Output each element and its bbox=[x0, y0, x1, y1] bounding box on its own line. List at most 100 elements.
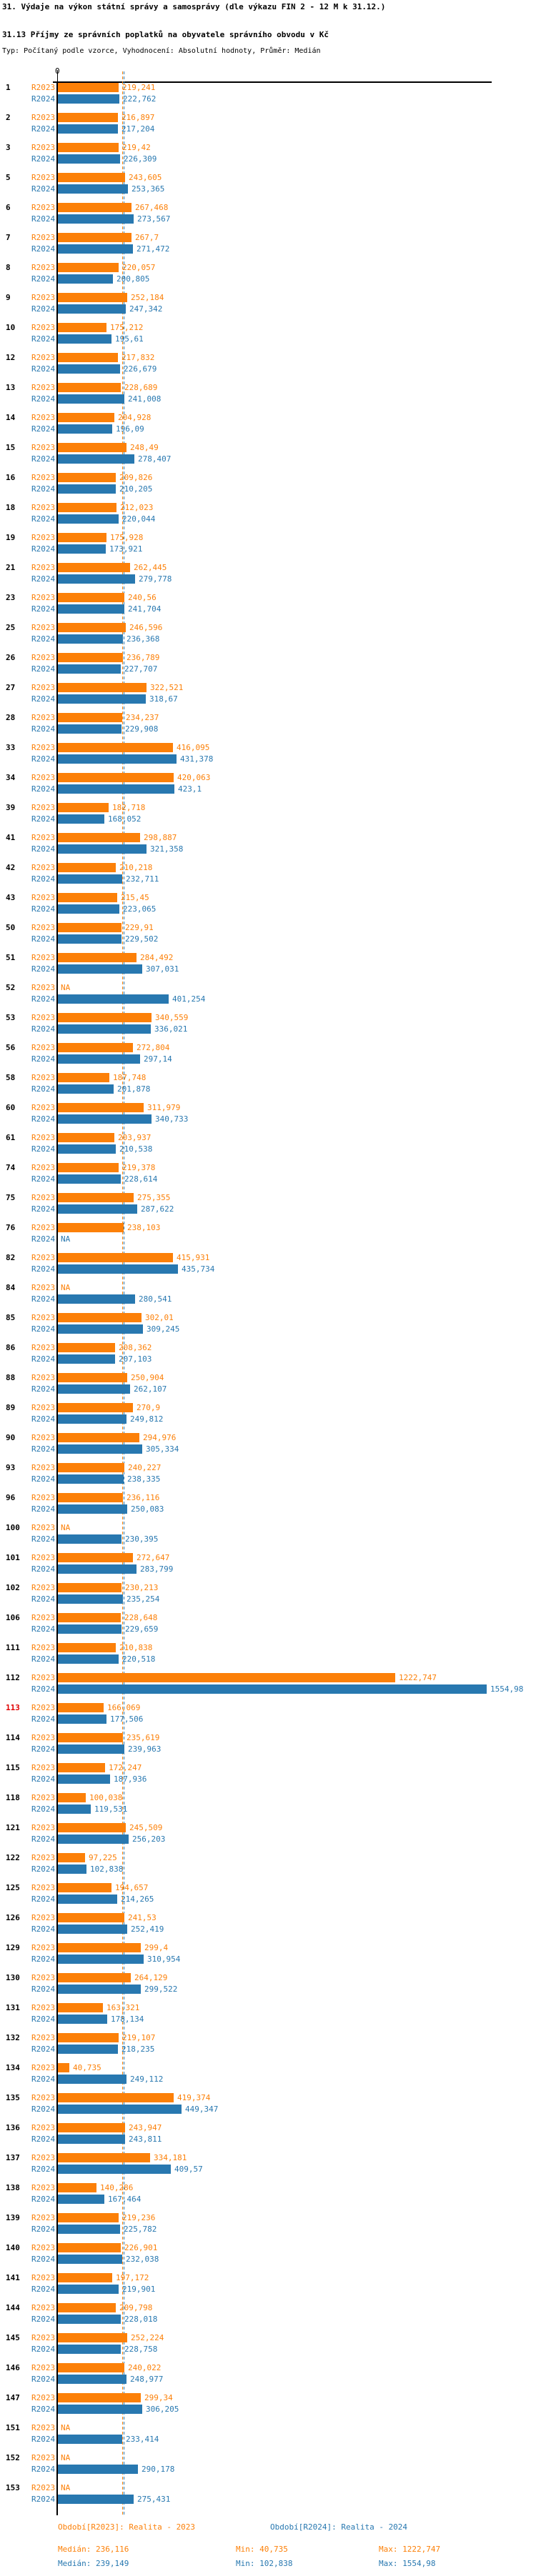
series-label: R2024 bbox=[31, 754, 56, 764]
bar bbox=[58, 113, 118, 122]
row-number: 85 bbox=[6, 1313, 16, 1322]
series-label: R2024 bbox=[31, 424, 56, 434]
stat-min-2024: Min: 102,838 bbox=[236, 2559, 293, 2568]
value-label: 401,254 bbox=[172, 994, 206, 1004]
series-label: R2024 bbox=[31, 304, 56, 314]
bar bbox=[58, 1414, 126, 1424]
series-label: R2024 bbox=[31, 574, 56, 584]
value-label: 334,181 bbox=[154, 2153, 187, 2162]
value-label: 226,901 bbox=[124, 2243, 158, 2252]
bar bbox=[58, 2273, 112, 2282]
series-label: R2023 bbox=[31, 2003, 56, 2012]
row-number: 138 bbox=[6, 2183, 20, 2192]
chart-title: 31.13 Příjmy ze správních poplatků na ob… bbox=[2, 30, 329, 39]
series-label: R2023 bbox=[31, 83, 56, 92]
row-number: 152 bbox=[6, 2453, 20, 2462]
row-number: 88 bbox=[6, 1373, 16, 1382]
row-number: 136 bbox=[6, 2123, 20, 2132]
bar bbox=[58, 2045, 118, 2054]
value-label: 216,897 bbox=[121, 113, 155, 122]
row-number: 34 bbox=[6, 773, 16, 782]
bar bbox=[58, 1883, 111, 1892]
value-na-label: NA bbox=[61, 2423, 71, 2432]
value-label: 267,7 bbox=[135, 233, 159, 242]
row-number: 111 bbox=[6, 1643, 20, 1652]
bar bbox=[58, 1804, 91, 1814]
series-label: R2023 bbox=[31, 1073, 56, 1082]
series-label: R2023 bbox=[31, 563, 56, 572]
row-number: 26 bbox=[6, 653, 16, 662]
series-label: R2024 bbox=[31, 934, 56, 944]
bar bbox=[58, 1223, 124, 1232]
value-label: 236,368 bbox=[126, 634, 160, 644]
row-number: 61 bbox=[6, 1133, 16, 1142]
bar bbox=[58, 1955, 144, 1964]
value-label: 256,203 bbox=[132, 1834, 166, 1844]
bar bbox=[58, 1433, 139, 1442]
bar bbox=[58, 533, 106, 542]
value-label: 172,247 bbox=[109, 1763, 142, 1772]
series-label: R2023 bbox=[31, 2423, 56, 2432]
bar bbox=[58, 863, 116, 872]
bar bbox=[58, 1073, 109, 1082]
series-label: R2023 bbox=[31, 2453, 56, 2462]
series-label: R2023 bbox=[31, 1433, 56, 1442]
value-label: 283,799 bbox=[140, 1564, 174, 1574]
bar bbox=[58, 1463, 124, 1472]
bar bbox=[58, 424, 112, 434]
bar bbox=[58, 1913, 124, 1922]
series-label: R2023 bbox=[31, 1253, 56, 1262]
series-label: R2023 bbox=[31, 1673, 56, 1682]
value-label: 219,901 bbox=[122, 2285, 156, 2294]
value-label: 264,129 bbox=[134, 1973, 168, 1982]
series-label: R2023 bbox=[31, 1643, 56, 1652]
value-label: 238,335 bbox=[127, 1474, 161, 1484]
value-label: 40,735 bbox=[73, 2063, 101, 2072]
row-number: 13 bbox=[6, 383, 16, 392]
series-label: R2023 bbox=[31, 1373, 56, 1382]
value-label: 102,838 bbox=[90, 1864, 124, 1874]
bar bbox=[58, 2063, 69, 2072]
value-na-label: NA bbox=[61, 2483, 71, 2492]
value-label: 219,42 bbox=[122, 143, 151, 152]
value-label: 240,227 bbox=[128, 1463, 162, 1472]
series-label: R2023 bbox=[31, 263, 56, 272]
value-label: 248,49 bbox=[130, 443, 159, 452]
value-label: 309,245 bbox=[147, 1324, 180, 1334]
bar bbox=[58, 1763, 105, 1772]
bar bbox=[58, 214, 134, 224]
row-number: 9 bbox=[6, 293, 11, 302]
bar bbox=[58, 2345, 121, 2354]
value-label: 187,748 bbox=[113, 1073, 147, 1082]
bar bbox=[58, 814, 104, 824]
row-number: 19 bbox=[6, 533, 16, 542]
bar bbox=[58, 1354, 115, 1364]
value-label: 318,67 bbox=[149, 694, 178, 704]
series-label: R2023 bbox=[31, 1763, 56, 1772]
bar bbox=[58, 1163, 119, 1172]
series-label: R2024 bbox=[31, 484, 56, 494]
bar bbox=[58, 2285, 119, 2294]
value-label: 246,596 bbox=[129, 623, 163, 632]
value-label: 275,431 bbox=[137, 2495, 171, 2504]
series-label: R2024 bbox=[31, 364, 56, 374]
row-number: 93 bbox=[6, 1463, 16, 1472]
value-label: 250,083 bbox=[131, 1504, 164, 1514]
series-label: R2023 bbox=[31, 593, 56, 602]
series-label: R2024 bbox=[31, 964, 56, 974]
bar bbox=[58, 724, 121, 734]
value-label: 423,1 bbox=[178, 784, 202, 794]
series-label: R2024 bbox=[31, 2285, 56, 2294]
value-label: 336,021 bbox=[154, 1024, 188, 1034]
bar bbox=[58, 1703, 104, 1712]
value-label: 223,065 bbox=[123, 904, 157, 914]
value-na-label: NA bbox=[61, 983, 71, 992]
bar bbox=[58, 1103, 144, 1112]
series-label: R2023 bbox=[31, 623, 56, 632]
bar bbox=[58, 953, 137, 962]
bar bbox=[58, 2015, 107, 2024]
series-label: R2024 bbox=[31, 514, 56, 524]
bar bbox=[58, 1823, 126, 1832]
value-label: 247,342 bbox=[129, 304, 163, 314]
series-label: R2023 bbox=[31, 443, 56, 452]
